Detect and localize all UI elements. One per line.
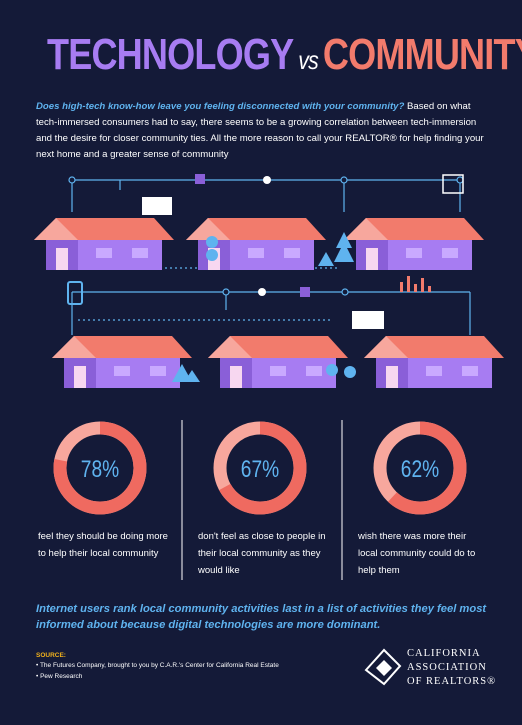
source-item: • Pew Research — [36, 673, 83, 680]
logo-text: CALIFORNIA — [407, 648, 481, 659]
intro-question: Does high-tech know-how leave you feelin… — [36, 101, 405, 112]
donut-arc — [53, 421, 147, 515]
stat-caption: feel they should be doing more to help t… — [38, 531, 168, 559]
source-heading: SOURCE: — [36, 652, 66, 659]
logo-mark — [364, 648, 402, 686]
chart-icon — [442, 174, 464, 194]
title-vs: vs — [298, 45, 318, 75]
source-item: • The Futures Company, brought to you by… — [36, 662, 279, 669]
stat-label: 67% — [241, 455, 279, 483]
dot — [263, 176, 271, 184]
stat-caption: wish there was more their local communit… — [358, 531, 476, 576]
phone — [67, 281, 83, 305]
house — [52, 336, 192, 388]
cube — [195, 174, 205, 184]
intro-text: Based on what tech-immersed consumers ha… — [36, 101, 484, 160]
logo-text: ASSOCIATION — [407, 662, 487, 673]
dot — [258, 288, 266, 296]
chat-bubble — [142, 197, 172, 215]
stat-label: 78% — [81, 455, 119, 483]
intro: Does high-tech know-how leave you feelin… — [36, 99, 488, 163]
title-left: TECHNOLOGY — [46, 30, 294, 79]
donut-arc — [213, 421, 307, 515]
logo-text: OF REALTORS® — [407, 676, 497, 687]
bars-icon — [400, 276, 431, 292]
house — [208, 336, 348, 388]
cube — [300, 287, 310, 297]
house — [364, 336, 504, 388]
house — [344, 218, 484, 270]
stat-label: 62% — [401, 455, 439, 483]
trees — [172, 232, 356, 382]
donut-arc — [373, 421, 467, 515]
stat-caption: don't feel as close to people in their l… — [198, 531, 326, 576]
footer-statement: Internet users rank local community acti… — [36, 603, 487, 631]
chat-bubble — [352, 311, 384, 329]
title-right: COMMUNITY — [322, 30, 522, 79]
title: TECHNOLOGY vs COMMUNITY — [46, 30, 522, 80]
house — [34, 218, 174, 270]
donuts: 78% 67% 62% — [53, 421, 467, 515]
